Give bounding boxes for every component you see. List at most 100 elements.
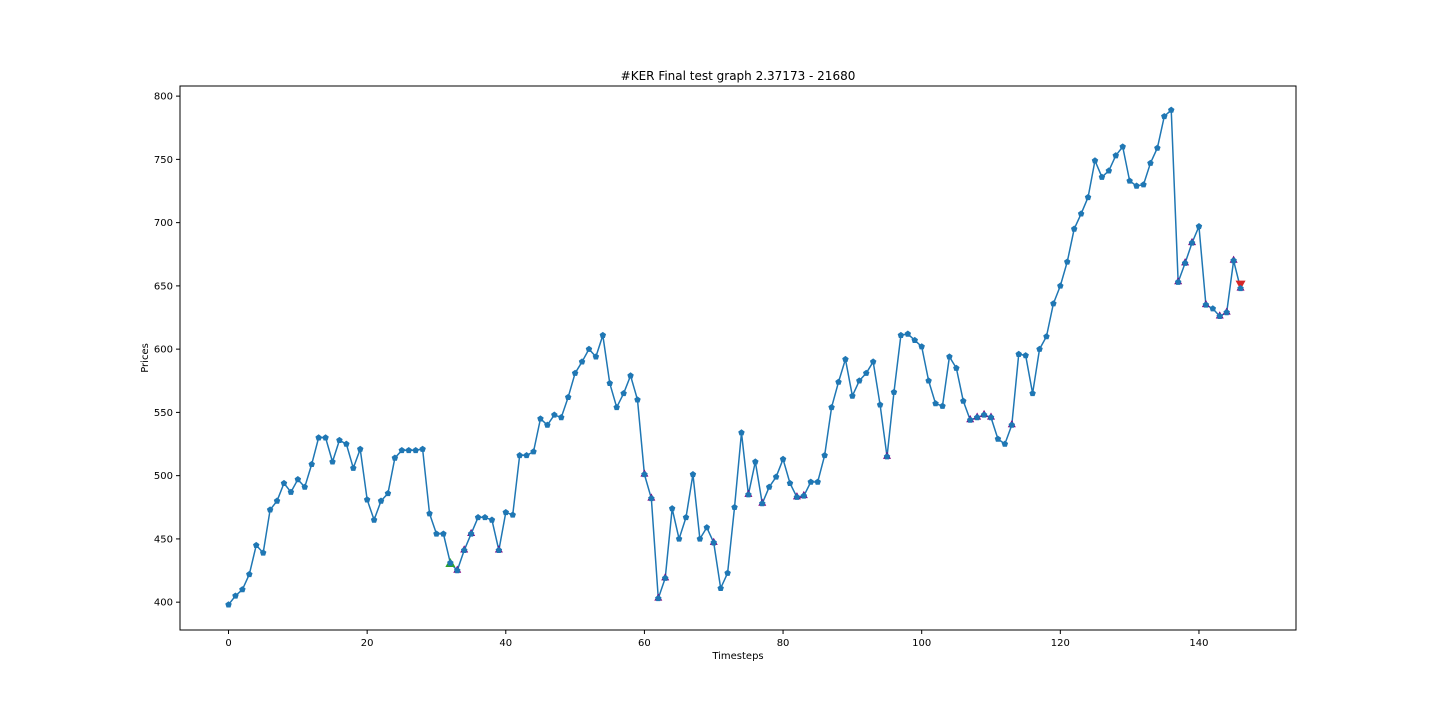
data-point [1174, 278, 1182, 285]
data-point [1147, 159, 1154, 166]
data-point [273, 497, 281, 504]
x-tick-label: 140 [1189, 638, 1208, 649]
plot-area [225, 106, 1246, 608]
y-tick-label: 500 [154, 471, 173, 482]
data-point [717, 584, 724, 591]
data-point [627, 372, 634, 379]
x-tick-label: 0 [225, 638, 231, 649]
data-point [1008, 421, 1016, 428]
data-point [835, 378, 842, 385]
y-tick-label: 600 [154, 345, 173, 356]
data-point [405, 446, 412, 454]
data-point [641, 470, 648, 478]
data-point [440, 530, 447, 537]
data-point [1119, 143, 1126, 150]
data-point [398, 446, 406, 454]
data-point [301, 483, 308, 490]
data-point [800, 492, 808, 499]
data-point [412, 446, 419, 454]
data-point [1022, 352, 1029, 359]
data-point [377, 497, 385, 504]
data-point [772, 473, 780, 480]
data-point [259, 549, 267, 556]
data-point [225, 601, 232, 608]
data-point [849, 392, 856, 399]
data-point [1195, 223, 1203, 230]
data-point [634, 396, 641, 403]
data-point [696, 535, 704, 542]
data-point [668, 505, 676, 512]
data-point [509, 511, 516, 518]
data-point [724, 569, 731, 576]
data-point [1126, 177, 1133, 184]
data-point [904, 330, 912, 337]
data-point [1091, 157, 1099, 164]
data-point [911, 336, 918, 344]
data-point [433, 530, 440, 537]
x-tick-label: 100 [912, 638, 931, 649]
data-point [1036, 345, 1043, 352]
data-point [897, 331, 905, 338]
data-point [946, 353, 953, 360]
data-point [613, 403, 620, 411]
data-point [599, 331, 607, 338]
data-point [966, 416, 974, 423]
data-point [370, 516, 378, 523]
data-point [863, 369, 870, 376]
data-point [308, 460, 315, 468]
data-point [571, 369, 579, 376]
data-point [1029, 390, 1036, 397]
data-point [454, 567, 461, 574]
y-tick-label: 450 [154, 534, 173, 545]
data-point [585, 345, 593, 352]
y-tick-label: 700 [154, 218, 173, 229]
data-point [682, 514, 690, 521]
data-point [738, 429, 745, 436]
data-point [856, 377, 863, 384]
x-tick-label: 40 [499, 638, 512, 649]
x-tick-label: 60 [638, 638, 651, 649]
data-point [1070, 225, 1078, 232]
data-point [814, 478, 821, 485]
data-point [280, 479, 288, 486]
data-point [495, 546, 503, 554]
data-point [329, 458, 336, 465]
data-point [578, 358, 586, 365]
y-tick-label: 650 [154, 281, 173, 292]
y-axis: 400 450 500 550 600 650 700 750 800 [154, 92, 180, 609]
plot-frame [179, 85, 1297, 631]
data-point [1223, 309, 1230, 316]
data-point [606, 379, 613, 387]
data-point [1154, 144, 1161, 151]
data-point [1216, 312, 1223, 319]
data-point [391, 454, 399, 461]
data-point [1181, 259, 1189, 266]
data-point [544, 421, 551, 428]
data-point [502, 508, 510, 516]
data-point [876, 401, 884, 408]
data-point [516, 452, 523, 459]
data-point [343, 440, 350, 447]
data-point [1057, 282, 1064, 289]
data-point [675, 535, 683, 542]
data-point [530, 448, 537, 455]
data-point [246, 570, 253, 578]
data-point [1001, 440, 1009, 447]
data-point [918, 343, 925, 350]
x-axis-label: Timesteps [711, 651, 763, 662]
data-point [350, 464, 357, 471]
data-point [745, 491, 752, 498]
data-point [1064, 258, 1071, 265]
data-point [1237, 285, 1244, 292]
data-point [821, 452, 828, 459]
data-point [1188, 239, 1196, 246]
x-tick-label: 20 [361, 638, 374, 649]
data-point [253, 541, 260, 548]
data-point [287, 488, 295, 495]
data-point [842, 355, 849, 363]
data-point [807, 478, 815, 485]
data-point [1161, 112, 1168, 120]
